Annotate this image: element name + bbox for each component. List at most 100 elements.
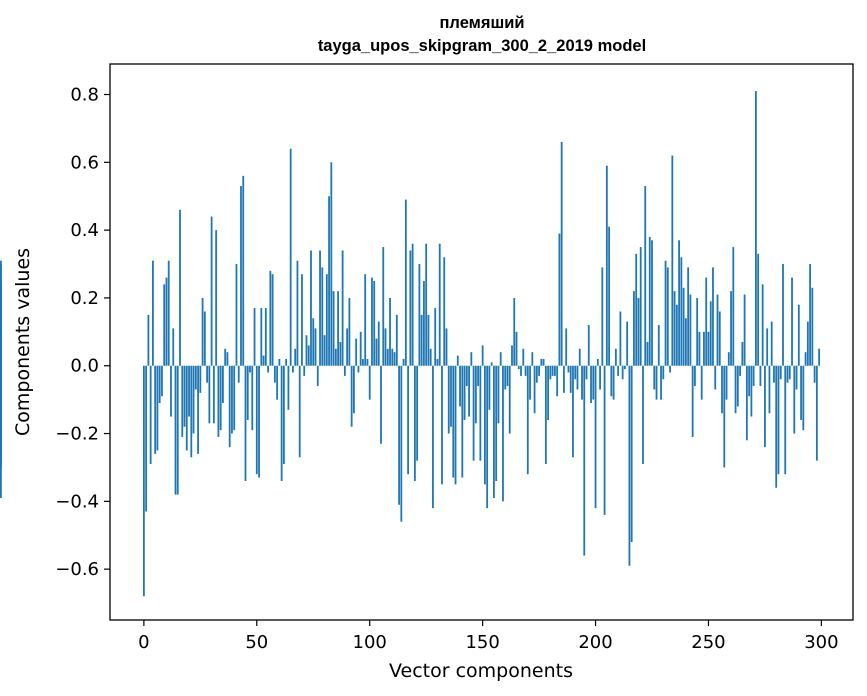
bar-41 bbox=[235, 264, 238, 366]
bar-192 bbox=[576, 365, 579, 390]
bar-52 bbox=[260, 308, 263, 366]
bar-113 bbox=[398, 365, 400, 505]
bar-252 bbox=[712, 267, 714, 366]
bar-92 bbox=[350, 365, 353, 427]
bar-23 bbox=[194, 365, 197, 390]
bar-104 bbox=[377, 321, 380, 366]
bar-81 bbox=[325, 274, 328, 366]
bar-161 bbox=[506, 365, 509, 387]
bar-150 bbox=[481, 345, 484, 366]
y-tick-label: 0.2 bbox=[70, 288, 99, 309]
bar-276 bbox=[766, 328, 769, 366]
bar-254 bbox=[716, 294, 719, 366]
bar-227 bbox=[655, 365, 658, 400]
bar-146 bbox=[472, 365, 475, 461]
bar-213 bbox=[624, 365, 626, 370]
bar-243 bbox=[691, 365, 694, 437]
bar-153 bbox=[488, 365, 491, 410]
bar-64 bbox=[287, 365, 290, 410]
bar-45 bbox=[244, 365, 247, 481]
bar-225 bbox=[651, 240, 653, 366]
bar-14 bbox=[174, 365, 177, 495]
bar-139 bbox=[456, 355, 459, 366]
bar-37 bbox=[226, 352, 229, 366]
bar-205 bbox=[605, 165, 608, 366]
bar-274 bbox=[761, 284, 764, 366]
bar-127 bbox=[429, 348, 432, 366]
x-tick-label: 50 bbox=[245, 632, 268, 653]
bar-260 bbox=[730, 291, 732, 366]
bar-198 bbox=[590, 365, 592, 404]
bar-42 bbox=[237, 365, 240, 383]
bar-236 bbox=[675, 304, 678, 366]
bar-85 bbox=[334, 348, 337, 366]
bar-167 bbox=[520, 365, 522, 376]
bar-48 bbox=[251, 365, 254, 431]
bar-169 bbox=[524, 365, 527, 376]
bar-120 bbox=[413, 365, 416, 481]
bar-55 bbox=[267, 365, 269, 373]
bar-136 bbox=[450, 365, 452, 427]
bar-77 bbox=[316, 365, 319, 387]
bar-138 bbox=[454, 365, 457, 485]
bar-294 bbox=[806, 321, 809, 366]
bar-28 bbox=[206, 365, 209, 383]
x-axis-label: Vector components bbox=[389, 660, 573, 682]
bar-115 bbox=[402, 358, 405, 366]
bar-58 bbox=[273, 365, 276, 383]
bar-207 bbox=[610, 365, 613, 397]
bar-series bbox=[0, 91, 821, 597]
bar-111 bbox=[393, 352, 396, 366]
bar-170 bbox=[526, 365, 529, 475]
bar-56 bbox=[269, 270, 272, 366]
bar-257 bbox=[723, 365, 726, 468]
bar-39 bbox=[231, 365, 233, 434]
bar-114 bbox=[400, 365, 403, 522]
bar-269 bbox=[750, 365, 753, 417]
bar-174 bbox=[535, 365, 538, 383]
bar-270 bbox=[752, 365, 755, 387]
bar-286 bbox=[788, 365, 791, 380]
bar-49 bbox=[253, 308, 256, 366]
bar-218 bbox=[635, 253, 638, 366]
bar-83 bbox=[330, 162, 333, 366]
bar-51 bbox=[258, 365, 260, 478]
x-tick-label: 300 bbox=[804, 632, 838, 653]
bar-173 bbox=[533, 365, 536, 414]
bar-272 bbox=[757, 253, 760, 366]
bar-142 bbox=[463, 365, 466, 420]
bar-147 bbox=[474, 365, 477, 424]
bar-244 bbox=[694, 365, 696, 387]
bar-253 bbox=[714, 365, 717, 390]
bar-266 bbox=[743, 294, 746, 366]
y-tick-label: −0.2 bbox=[55, 424, 99, 445]
bar-4 bbox=[152, 260, 154, 366]
bar-182 bbox=[553, 365, 556, 376]
bar-231 bbox=[664, 260, 667, 366]
bar-124 bbox=[423, 280, 425, 366]
bar-36 bbox=[224, 348, 227, 366]
bar-281 bbox=[777, 365, 780, 475]
bar-228 bbox=[657, 325, 660, 366]
bar-211 bbox=[619, 311, 622, 366]
bar-59 bbox=[276, 365, 279, 400]
bar-103 bbox=[375, 338, 378, 366]
bar-291 bbox=[800, 365, 802, 420]
bar-220 bbox=[639, 247, 642, 366]
bar-177 bbox=[542, 358, 545, 366]
bar-90 bbox=[346, 328, 349, 366]
bar-112 bbox=[395, 314, 398, 366]
bar-100 bbox=[368, 365, 371, 400]
x-tick-label: 0 bbox=[138, 632, 149, 653]
bar-293 bbox=[804, 352, 807, 366]
bar-80 bbox=[323, 335, 326, 366]
bar-6 bbox=[156, 365, 159, 451]
bar-234 bbox=[671, 155, 674, 366]
bar-122 bbox=[418, 264, 421, 366]
bar-57 bbox=[271, 274, 274, 366]
bar-176 bbox=[540, 358, 543, 366]
bar-61 bbox=[280, 365, 283, 481]
bar-34 bbox=[219, 365, 222, 431]
bar-223 bbox=[646, 342, 649, 366]
bar-259 bbox=[727, 352, 730, 366]
